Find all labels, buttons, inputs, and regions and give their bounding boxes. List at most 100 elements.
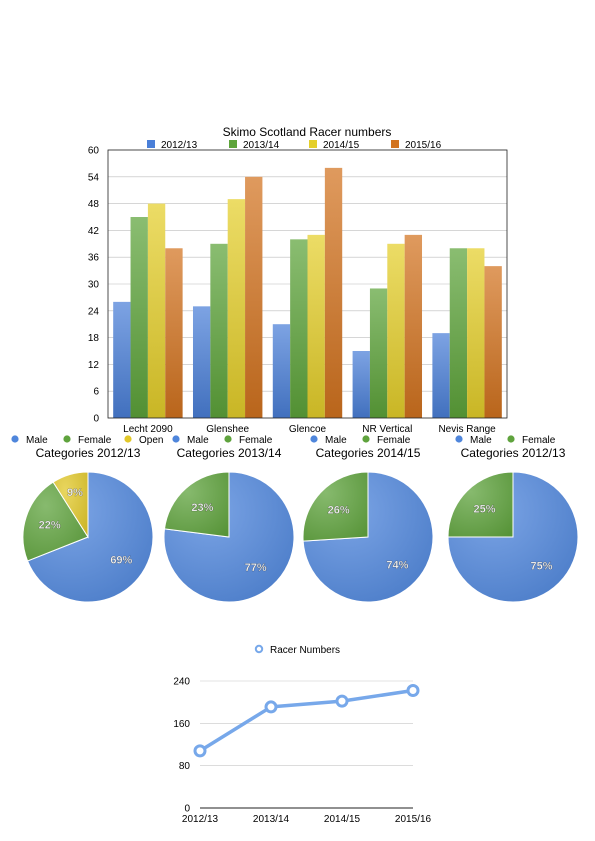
bar-2013-14-nevis-range (449, 248, 468, 418)
line-legend-label: Racer Numbers (270, 645, 340, 656)
line-x-tick-label: 2014/15 (324, 814, 361, 825)
pie-legend-label: Female (239, 435, 273, 446)
bar-y-tick-label: 42 (88, 226, 100, 237)
pie-value-label: 23% (191, 502, 213, 514)
line-point (335, 694, 349, 708)
pie-legend-label: Male (325, 435, 347, 446)
line-point (193, 744, 207, 758)
bar-2015-16-nevis-range (484, 266, 502, 418)
bar-x-tick-label: Lecht 2090 (123, 424, 173, 435)
pie-slice-male (163, 471, 295, 603)
line-x-tick-label: 2015/16 (395, 814, 432, 825)
bar-2014-15-nevis-range (467, 248, 485, 418)
bar-legend-label: 2012/13 (161, 140, 198, 151)
line-y-tick-label: 240 (173, 677, 190, 688)
bar-legend-swatch (147, 140, 155, 148)
pie-legend-dot (455, 435, 463, 443)
bar-y-tick-label: 0 (93, 414, 99, 425)
bar-2014-15-nr-vertical (387, 243, 405, 418)
bar-2013-14-glencoe (290, 239, 308, 418)
pie-legend-label: Male (187, 435, 209, 446)
bar-2015-16-glenshee (245, 176, 263, 418)
pie-legend-dot (224, 435, 232, 443)
pie-value-label: 25% (473, 504, 495, 516)
bar-marks (113, 167, 502, 418)
pie-legend-dot (124, 435, 132, 443)
bar-legend-swatch (309, 140, 317, 148)
bar-chart: Skimo Scotland Racer numbers 2012/13 2013… (88, 125, 508, 435)
line-x-tick-label: 2013/14 (253, 814, 290, 825)
bar-2014-15-glencoe (307, 234, 325, 418)
pie-slice-female (22, 481, 89, 562)
line-x-axis: 2012/13 2013/14 2014/15 2015/16 (182, 814, 432, 825)
bar-y-tick-label: 12 (88, 360, 100, 371)
bar-x-tick-label: Nevis Range (438, 424, 496, 435)
bar-x-tick-label: NR Vertical (362, 424, 412, 435)
pie-legend-label: Female (78, 435, 112, 446)
pie-legend-label: Female (377, 435, 411, 446)
line-point (264, 700, 278, 714)
pie-value-label: 75% (530, 560, 552, 572)
pie-legend-dot (11, 435, 19, 443)
pie-value-label: 26% (328, 504, 350, 516)
line-x-tick-label: 2012/13 (182, 814, 219, 825)
pie-slice-open (52, 471, 89, 539)
bar-2012-13-nr-vertical (352, 351, 370, 418)
pie-title: Categories 2012/13 (461, 446, 566, 460)
pie-title: Categories 2012/13 (36, 446, 141, 460)
line-legend-marker (254, 644, 264, 654)
line-y-tick-label: 160 (173, 719, 190, 730)
pie-title: Categories 2013/14 (177, 446, 282, 460)
pie-value-label: 22% (39, 520, 61, 532)
bar-y-tick-label: 24 (88, 306, 100, 317)
bar-y-tick-label: 48 (88, 199, 100, 210)
pie-value-label: 69% (110, 555, 132, 567)
line-gridlines (200, 680, 413, 809)
bar-2012-13-nevis-range (432, 333, 450, 418)
line-y-axis: 0 80 160 240 (173, 677, 190, 815)
bar-y-tick-label: 18 (88, 333, 100, 344)
bar-2013-14-glenshee (210, 243, 228, 418)
line-point (406, 684, 420, 698)
pie-slice-male (447, 471, 579, 603)
bar-y-tick-label: 36 (88, 253, 100, 264)
line-y-tick-label: 80 (179, 761, 191, 772)
bar-2012-13-lecht-2090 (113, 301, 131, 418)
bar-2013-14-nr-vertical (369, 288, 388, 418)
line-marks (193, 684, 420, 758)
bar-2015-16-glencoe (324, 167, 343, 418)
bar-2014-15-glenshee (227, 199, 246, 418)
pie-legend-dot (63, 435, 71, 443)
pie-slice-female (447, 471, 514, 538)
bar-y-tick-label: 60 (88, 146, 100, 157)
pie-legend-dot (507, 435, 515, 443)
bar-legend-label: 2013/14 (243, 140, 280, 151)
bar-2012-13-glencoe (272, 324, 291, 418)
line-y-tick-label: 0 (184, 804, 190, 815)
bar-legend-swatch (391, 140, 399, 148)
pie-value-label: 9% (67, 487, 83, 499)
pie-legend-dot (172, 435, 180, 443)
bar-2014-15-lecht-2090 (147, 203, 166, 418)
pie-legend-label: Open (139, 435, 163, 446)
bar-y-tick-label: 6 (93, 387, 99, 398)
bar-chart-title: Skimo Scotland Racer numbers (223, 125, 392, 139)
bar-y-tick-label: 54 (88, 172, 100, 183)
line-legend: Racer Numbers (254, 644, 340, 656)
bar-2012-13-glenshee (192, 306, 211, 418)
bar-2013-14-lecht-2090 (130, 217, 148, 418)
bar-plot-frame (107, 149, 508, 419)
pie-legend-label: Female (522, 435, 556, 446)
bar-legend-label: 2014/15 (323, 140, 360, 151)
pie-value-label: 74% (386, 560, 408, 572)
bar-y-axis: 0 6 12 18 24 30 36 42 48 54 60 (88, 146, 100, 425)
pie-legend-dot (362, 435, 370, 443)
line-series (199, 688, 414, 753)
